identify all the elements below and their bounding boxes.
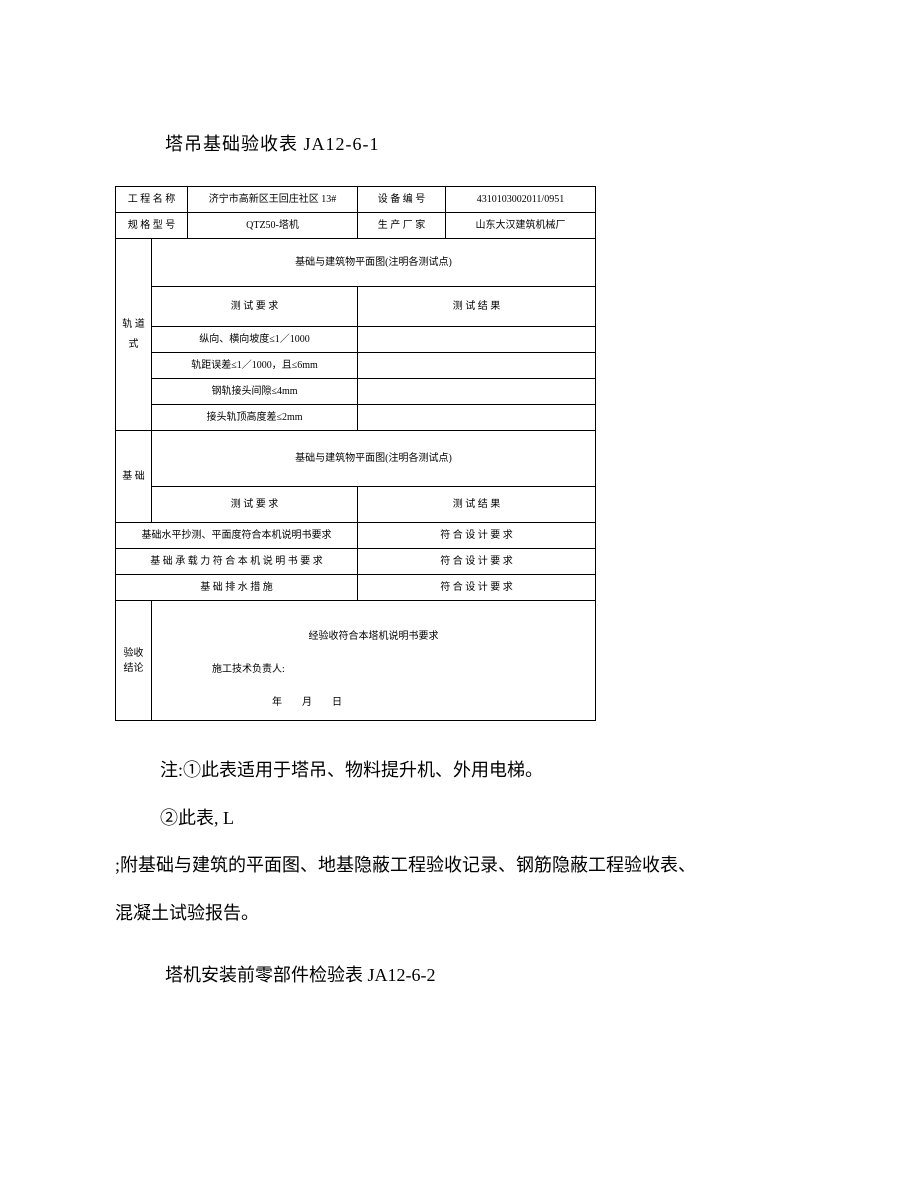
- circled-1-icon: ①: [183, 760, 201, 780]
- track-req-header: 测 试 要 求: [152, 287, 358, 327]
- signature-person-label: 施工技术负责人:: [152, 662, 595, 677]
- table-row: 基础水平抄测、平面度符合本机说明书要求 符 合 设 计 要 求: [116, 523, 596, 549]
- track-res-4: [358, 405, 596, 431]
- track-result-header: 测 试 结 果: [358, 287, 596, 327]
- label-maker: 生 产 厂 家: [358, 213, 446, 239]
- table-row: 轨 道 式 基础与建筑物平面图(注明各测试点): [116, 239, 596, 287]
- table-title-1: 塔吊基础验收表 JA12-6-1: [165, 130, 805, 156]
- track-req-2: 轨距误差≤1／1000，且≤6mm: [152, 353, 358, 379]
- table-row: 基 础 排 水 措 施 符 合 设 计 要 求: [116, 575, 596, 601]
- label-project-name: 工 程 名 称: [116, 187, 188, 213]
- note-2-text: 此表, L: [178, 808, 234, 828]
- foundation-req-2: 基 础 承 载 力 符 合 本 机 说 明 书 要 求: [116, 549, 358, 575]
- table-row: 测 试 要 求 测 试 结 果: [116, 487, 596, 523]
- foundation-res-3: 符 合 设 计 要 求: [358, 575, 596, 601]
- value-project-name: 济宁市高新区王回庄社区 13#: [188, 187, 358, 213]
- foundation-req-1: 基础水平抄测、平面度符合本机说明书要求: [116, 523, 358, 549]
- note-1-text: 此表适用于塔吊、物料提升机、外用电梯。: [201, 760, 543, 780]
- track-res-1: [358, 327, 596, 353]
- conclusion-statement: 经验收符合本塔机说明书要求: [152, 621, 595, 662]
- foundation-res-2: 符 合 设 计 要 求: [358, 549, 596, 575]
- foundation-diagram-caption: 基础与建筑物平面图(注明各测试点): [152, 431, 596, 487]
- foundation-result-header: 测 试 结 果: [358, 487, 596, 523]
- track-res-3: [358, 379, 596, 405]
- value-spec: QTZ50-塔机: [188, 213, 358, 239]
- foundation-req-header: 测 试 要 求: [152, 487, 358, 523]
- track-req-3: 钢轨接头间隙≤4mm: [152, 379, 358, 405]
- track-req-1: 纵向、横向坡度≤1／1000: [152, 327, 358, 353]
- table-title-2: 塔机安装前零部件检验表 JA12-6-2: [165, 961, 805, 987]
- table-row: 接头轨顶高度差≤2mm: [116, 405, 596, 431]
- circled-2-icon: ②: [160, 808, 178, 828]
- label-equip-no: 设 备 编 号: [358, 187, 446, 213]
- signature-date: 年 月 日: [152, 695, 595, 710]
- table-row: 工 程 名 称 济宁市高新区王回庄社区 13# 设 备 编 号 43101030…: [116, 187, 596, 213]
- label-conclusion: 验收结论: [116, 601, 152, 721]
- table-row: 纵向、横向坡度≤1／1000: [116, 327, 596, 353]
- table-row: 测 试 要 求 测 试 结 果: [116, 287, 596, 327]
- acceptance-form-table: 工 程 名 称 济宁市高新区王回庄社区 13# 设 备 编 号 43101030…: [115, 186, 596, 721]
- label-foundation: 基 础: [116, 431, 152, 523]
- value-equip-no: 4310103002011/0951: [446, 187, 596, 213]
- foundation-req-3: 基 础 排 水 措 施: [116, 575, 358, 601]
- track-res-2: [358, 353, 596, 379]
- table-row: 基 础 基础与建筑物平面图(注明各测试点): [116, 431, 596, 487]
- table-row: 基 础 承 载 力 符 合 本 机 说 明 书 要 求 符 合 设 计 要 求: [116, 549, 596, 575]
- note-1: 注:①此表适用于塔吊、物料提升机、外用电梯。: [115, 751, 805, 791]
- track-req-4: 接头轨顶高度差≤2mm: [152, 405, 358, 431]
- note-prefix: 注:: [160, 760, 183, 780]
- table-row: 规 格 型 号 QTZ50-塔机 生 产 厂 家 山东大汉建筑机械厂: [116, 213, 596, 239]
- table-row: 轨距误差≤1／1000，且≤6mm: [116, 353, 596, 379]
- label-track-type: 轨 道 式: [116, 239, 152, 431]
- value-maker: 山东大汉建筑机械厂: [446, 213, 596, 239]
- table-row: 钢轨接头间隙≤4mm: [116, 379, 596, 405]
- conclusion-cell: 经验收符合本塔机说明书要求 施工技术负责人: 年 月 日: [152, 601, 596, 721]
- foundation-res-1: 符 合 设 计 要 求: [358, 523, 596, 549]
- notes-section: 注:①此表适用于塔吊、物料提升机、外用电梯。 ②此表, L ;附基础与建筑的平面…: [115, 751, 805, 933]
- label-spec: 规 格 型 号: [116, 213, 188, 239]
- note-3: ;附基础与建筑的平面图、地基隐蔽工程验收记录、钢筋隐蔽工程验收表、: [115, 846, 805, 886]
- track-diagram-caption: 基础与建筑物平面图(注明各测试点): [152, 239, 596, 287]
- note-4: 混凝土试验报告。: [115, 894, 805, 934]
- note-2: ②此表, L: [115, 799, 805, 839]
- table-row: 验收结论 经验收符合本塔机说明书要求 施工技术负责人: 年 月 日: [116, 601, 596, 721]
